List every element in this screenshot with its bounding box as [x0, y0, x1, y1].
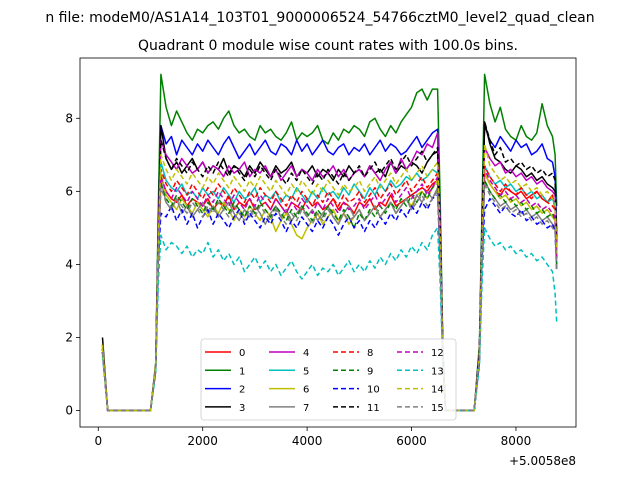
legend-label-1: 1: [239, 366, 245, 377]
series-line-11: [101, 121, 558, 412]
y-tick-label: 6: [65, 184, 73, 198]
series-line-9: [101, 179, 558, 412]
x-axis: 0 2000 4000 6000 8000: [94, 427, 531, 448]
series-line-14: [101, 143, 558, 412]
series-line-5: [101, 161, 558, 412]
y-tick-label: 2: [65, 330, 73, 344]
chart-title: Quadrant 0 module wise count rates with …: [138, 38, 518, 54]
y-axis: 0 2 4 6 8: [65, 111, 80, 418]
legend-label-11: 11: [367, 403, 380, 414]
legend-label-15: 15: [431, 403, 444, 414]
legend-label-13: 13: [431, 366, 444, 377]
legend-label-10: 10: [367, 385, 380, 396]
x-tick-label: 6000: [396, 434, 427, 448]
series-line-1: [101, 73, 558, 412]
legend-label-3: 3: [239, 403, 245, 414]
legend-label-6: 6: [303, 385, 309, 396]
legend-label-2: 2: [239, 385, 245, 396]
legend-label-8: 8: [367, 348, 373, 359]
legend-label-12: 12: [431, 348, 444, 359]
x-offset-label: +5.0058e8: [509, 454, 576, 468]
x-tick-label: 8000: [501, 434, 532, 448]
legend-label-0: 0: [239, 348, 245, 359]
y-tick-label: 4: [65, 257, 73, 271]
x-tick-label: 4000: [292, 434, 323, 448]
series-line-2: [101, 124, 558, 412]
legend-box: [200, 338, 457, 421]
legend-label-7: 7: [303, 403, 309, 414]
series-line-4: [101, 132, 558, 412]
legend-label-5: 5: [303, 366, 309, 377]
series-line-15: [101, 183, 558, 412]
series-line-13: [101, 227, 558, 412]
plot-area: [101, 73, 558, 412]
series-line-8: [101, 165, 558, 412]
y-tick-label: 8: [65, 111, 73, 125]
legend-label-14: 14: [431, 385, 444, 396]
legend-label-9: 9: [367, 366, 373, 377]
figure-suptitle: n file: modeM0/AS1A14_103T01_9000006524_…: [45, 10, 594, 26]
legend-label-4: 4: [303, 348, 309, 359]
x-tick-label: 2000: [187, 434, 218, 448]
x-tick-label: 0: [94, 434, 102, 448]
axes-frame: [79, 57, 577, 428]
series-line-12: [101, 168, 558, 412]
y-tick-label: 0: [65, 404, 73, 418]
